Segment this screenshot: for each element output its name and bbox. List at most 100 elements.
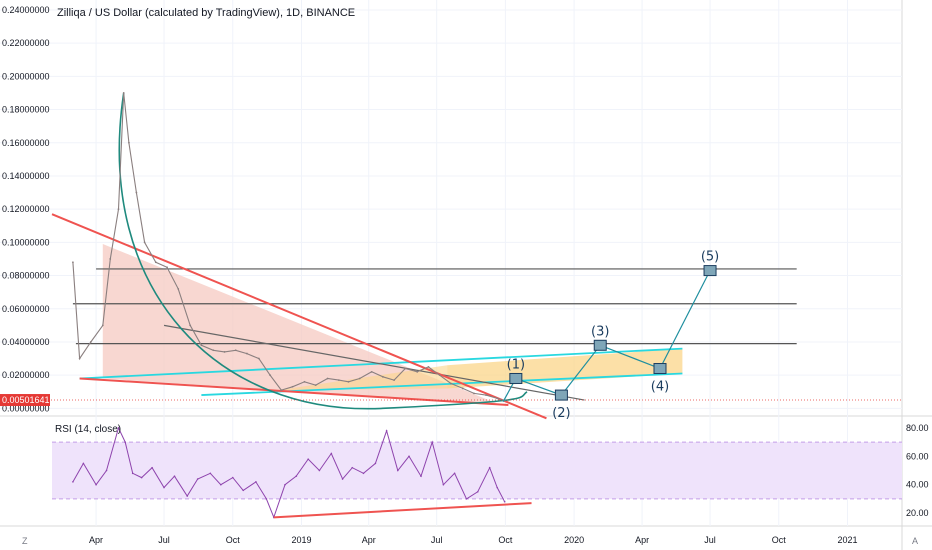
rsi-point: [95, 483, 97, 486]
rsi-point: [151, 466, 153, 469]
rsi-point: [442, 483, 445, 486]
x-tick-label: 2019: [291, 535, 311, 545]
wave-label: (5): [701, 250, 719, 265]
x-tick-label: Apr: [635, 535, 649, 545]
price-point: [404, 367, 407, 370]
rsi-point: [124, 441, 126, 443]
y-tick-label: 0.10000000: [2, 237, 50, 247]
rsi-point: [242, 489, 245, 492]
rsi-point: [284, 483, 286, 486]
rsi-point: [131, 472, 134, 475]
y-tick-label: 0.16000000: [2, 138, 50, 148]
wave-label: (3): [591, 324, 609, 339]
price-point: [78, 357, 81, 360]
rsi-point: [173, 475, 176, 477]
price-point: [154, 261, 157, 264]
y-tick-label: 0.14000000: [2, 171, 50, 181]
price-point: [381, 375, 384, 378]
price-point: [128, 141, 130, 144]
price-point: [122, 92, 125, 94]
price-point: [89, 341, 92, 343]
rsi-point: [220, 483, 222, 486]
rsi-point: [140, 476, 143, 479]
rsi-point: [255, 481, 257, 483]
wave-label: (2): [552, 406, 570, 421]
wave-marker: [653, 363, 667, 375]
rsi-point: [465, 498, 468, 500]
price-point: [416, 370, 419, 373]
price-point: [223, 351, 226, 353]
rsi-point: [231, 476, 234, 479]
rsi-point: [82, 462, 85, 465]
price-point: [200, 344, 203, 347]
rsi-point: [374, 462, 377, 465]
price-point: [177, 287, 180, 290]
rsi-point: [318, 469, 321, 472]
rsi-band: [52, 442, 902, 499]
rsi-tick-label: 20.00: [906, 508, 929, 518]
chart-title: Zilliqa / US Dollar (calculated by Tradi…: [57, 7, 356, 19]
rsi-point: [341, 478, 344, 480]
x-tick-label: Oct: [226, 535, 241, 545]
rsi-point: [295, 475, 298, 477]
rsi-point: [408, 455, 410, 458]
rsi-point: [420, 475, 422, 477]
rsi-point: [186, 495, 188, 497]
rsi-tick-label: 60.00: [906, 451, 929, 461]
wave-marker: [593, 339, 607, 351]
x-tick-label: Oct: [772, 535, 787, 545]
rsi-point: [117, 427, 120, 429]
rsi-point: [196, 478, 199, 480]
price-point: [212, 349, 215, 352]
y-tick-label: 0.04000000: [2, 337, 50, 347]
price-point: [473, 392, 475, 395]
price-point: [166, 266, 168, 269]
rsi-point: [163, 486, 165, 489]
wave-marker: [509, 372, 523, 384]
x-tick-label: Apr: [89, 535, 103, 545]
x-tick-label: Jul: [704, 535, 716, 545]
price-point: [461, 387, 464, 390]
y-tick-label: 0.02000000: [2, 370, 50, 380]
rsi-tick-label: 80.00: [906, 423, 929, 433]
auto-scale-toggle[interactable]: A: [912, 536, 919, 546]
price-point: [291, 385, 294, 388]
y-tick-label: 0.08000000: [2, 271, 50, 281]
rsi-point: [351, 466, 354, 469]
channel-fill: [447, 348, 683, 389]
current-price-value: 0.00501641: [2, 395, 50, 405]
rsi-point: [453, 472, 456, 475]
rsi-point: [385, 429, 388, 432]
rsi-tick-label: 40.00: [906, 480, 929, 490]
log-scale-toggle[interactable]: Z: [22, 536, 28, 546]
rsi-point: [496, 486, 498, 489]
price-point: [246, 352, 248, 355]
y-tick-label: 0.12000000: [2, 204, 50, 214]
price-point: [358, 377, 361, 380]
wave-label: (4): [651, 380, 669, 395]
price-point: [438, 374, 441, 377]
rsi-point: [476, 490, 479, 493]
rsi-point: [307, 458, 309, 460]
y-tick-label: 0.22000000: [2, 38, 50, 48]
rsi-point: [330, 452, 333, 455]
x-tick-label: 2021: [837, 535, 857, 545]
rounding-bottom-arc: [118, 92, 528, 410]
y-tick-label: 0.06000000: [2, 304, 50, 314]
rsi-point: [209, 472, 212, 475]
wedge-fill: [102, 244, 501, 406]
rsi-point: [488, 466, 491, 469]
x-tick-label: 2020: [564, 535, 584, 545]
price-point: [485, 394, 487, 396]
rsi-point: [397, 469, 399, 472]
price-point: [269, 374, 272, 377]
price-point: [326, 377, 329, 380]
price-point: [117, 208, 120, 211]
wedge-support-line: [79, 377, 509, 407]
price-point: [314, 384, 317, 387]
price-point: [496, 397, 499, 400]
rsi-point: [265, 498, 268, 500]
y-tick-label: 0.20000000: [2, 71, 50, 81]
price-point: [370, 370, 373, 373]
